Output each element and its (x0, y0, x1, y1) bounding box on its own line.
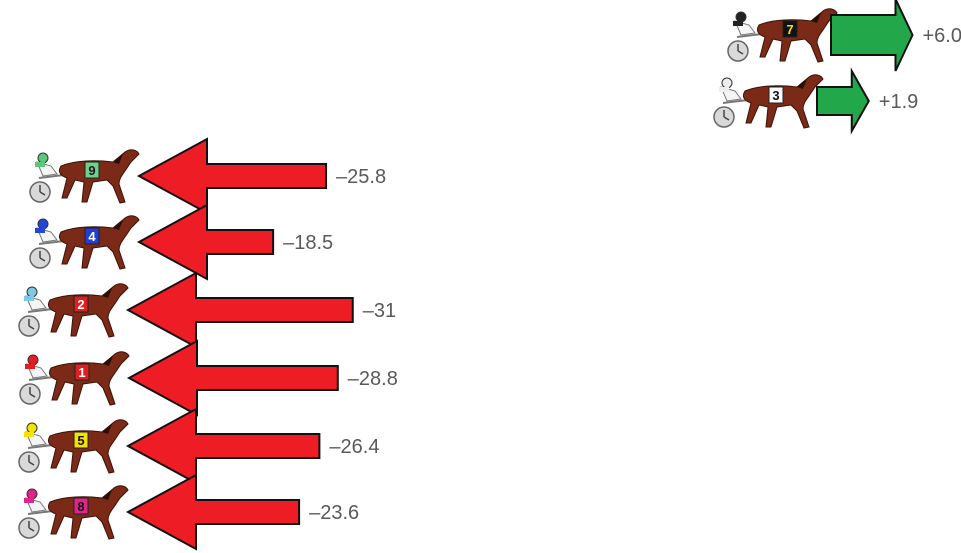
horse-number: 2 (77, 297, 84, 312)
saddle-cloth (768, 86, 784, 104)
horse-number: 3 (772, 88, 779, 103)
value-arrow-8 (125, 473, 301, 551)
value-label-4: –18.5 (283, 232, 333, 254)
row-horse-5: 5 (18, 419, 129, 474)
horse-marker-3: 3 (713, 74, 824, 129)
saddle-cloth (73, 497, 89, 515)
value-label-1: –28.8 (348, 368, 398, 390)
row-horse-7: 7 (727, 8, 838, 63)
value-arrow-2 (125, 271, 354, 349)
value-label-8: –23.6 (309, 502, 359, 524)
horse-marker-8: 8 (18, 485, 129, 540)
horse-marker-4: 4 (29, 215, 140, 270)
horse-number: 4 (88, 229, 96, 244)
value-arrow-5 (125, 407, 321, 485)
value-label-7: +6.0 (923, 25, 961, 47)
row-horse-3: 3 (713, 74, 824, 129)
value-arrow-3 (816, 67, 870, 135)
horse-number: 1 (78, 365, 85, 380)
value-label-9: –25.8 (336, 166, 386, 188)
horse-number: 9 (88, 163, 95, 178)
saddle-cloth (74, 363, 90, 381)
saddle-cloth (84, 161, 100, 179)
value-arrow-7 (830, 0, 914, 72)
row-horse-1: 1 (19, 351, 130, 406)
horse-number: 8 (77, 499, 84, 514)
value-label-2: –31 (363, 300, 396, 322)
saddle-cloth (73, 295, 89, 313)
row-horse-9: 9 (29, 149, 140, 204)
value-label-3: +1.9 (879, 91, 918, 113)
horse-marker-5: 5 (18, 419, 129, 474)
horse-number: 7 (786, 22, 793, 37)
saddle-cloth (73, 431, 89, 449)
horse-number: 5 (77, 433, 84, 448)
horse-marker-7: 7 (727, 8, 838, 63)
row-horse-2: 2 (18, 283, 129, 338)
saddle-cloth (782, 20, 798, 38)
value-arrow-1 (126, 339, 339, 417)
value-arrow-4 (136, 203, 275, 281)
horse-marker-2: 2 (18, 283, 129, 338)
value-arrow-9 (136, 137, 328, 215)
horse-marker-9: 9 (29, 149, 140, 204)
value-label-5: –26.4 (329, 436, 379, 458)
saddle-cloth (84, 227, 100, 245)
row-horse-4: 4 (29, 215, 140, 270)
row-horse-8: 8 (18, 485, 129, 540)
rows: 7 +6.0 3 +1.9 9 –25.8 4 –18.5 2 –31 1 –28.8 5 –26.4 8 –… (18, 0, 961, 551)
horse-marker-1: 1 (19, 351, 130, 406)
